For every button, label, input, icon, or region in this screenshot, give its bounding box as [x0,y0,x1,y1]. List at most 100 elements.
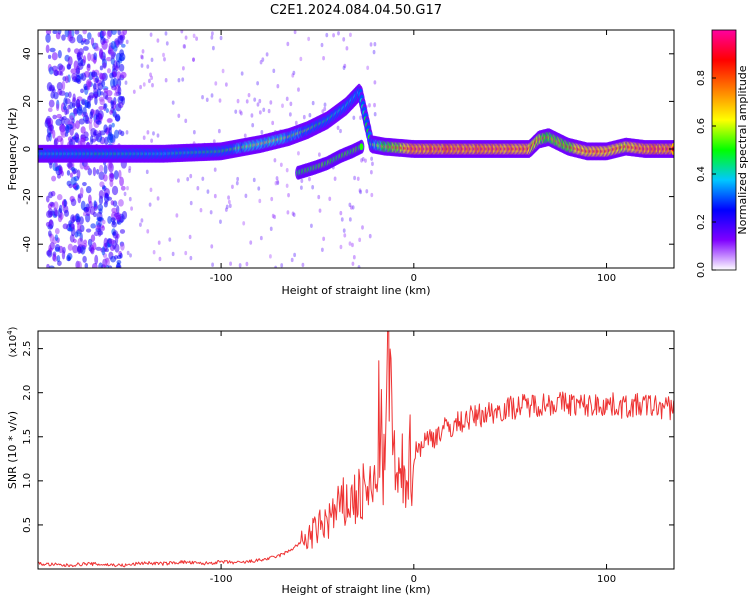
heatmap-speckle [181,66,185,71]
heatmap-speckle [47,203,53,210]
heatmap-speckle [92,242,97,251]
heatmap-speckle [149,187,153,193]
heatmap-speckle [107,132,113,141]
heatmap-speckle [175,213,179,218]
bottom-y-axis-label: SNR (10 * v/v) [6,411,19,489]
heatmap-speckle [81,99,85,106]
heatmap-speckle [184,35,188,40]
heatmap-speckle [141,49,145,54]
heatmap-speckle [104,192,109,199]
heatmap-speckle [95,224,100,230]
heatmap-speckle [120,185,126,191]
heatmap-speckle [66,170,71,176]
heatmap-speckle [47,107,53,113]
colorbar-tick-label: 0.6 [696,118,707,134]
y-tick-label: 0.5 [22,517,33,533]
heatmap-speckle [108,239,115,245]
heatmap-speckle [273,214,276,220]
heatmap-speckle [58,64,66,73]
heatmap-speckle [69,172,74,178]
heatmap-speckle [48,265,55,268]
heatmap-speckle [103,87,109,93]
y-multiplier-base: (x10 [8,335,19,358]
heatmap-speckle [61,80,66,91]
heatmap-speckle [219,219,222,224]
heatmap-speckle [358,237,362,243]
y-multiplier-label: (x104) [6,326,19,357]
heatmap-speckle [74,30,80,35]
heatmap-speckle [47,208,54,218]
heatmap-speckle [128,168,131,174]
heatmap-speckle [245,99,249,104]
heatmap-speckle [73,60,79,71]
heatmap-speckle [118,56,125,61]
heatmap-speckle [318,208,322,213]
heatmap-speckle [120,242,125,251]
heatmap-speckle [64,30,70,38]
heatmap-speckle [343,63,347,69]
heatmap-speckle [129,253,132,258]
heatmap-speckle [87,52,92,62]
heatmap-speckle [339,128,342,134]
heatmap-speckle [340,217,344,222]
heatmap-speckle [189,173,193,179]
heatmap-speckle [271,213,275,219]
snr-frame [37,330,675,570]
heatmap-speckle [85,185,92,194]
heatmap-speckle [75,213,80,221]
heatmap-speckle [245,261,249,267]
heatmap-speckle [79,187,84,196]
heatmap-speckle [98,72,103,80]
heatmap-speckle [366,65,370,71]
heatmap-speckle [328,196,332,202]
heatmap-speckle [112,63,116,71]
x-tick-label: -100 [210,273,233,284]
heatmap-speckle [53,91,59,100]
heatmap-speckle [348,202,352,208]
heatmap-speckle [55,32,61,40]
heatmap-speckle [56,82,63,91]
heatmap-speckle [276,180,280,186]
heatmap-speckle [370,192,374,198]
heatmap-speckle [48,191,53,199]
heatmap-speckle [118,199,124,207]
heatmap-speckle [98,48,104,58]
heatmap-speckle [54,228,60,235]
heatmap-speckle [177,178,180,183]
bottom-x-axis-label: Height of straight line (km) [281,583,430,596]
heatmap-speckle [110,217,116,223]
heatmap-speckle [111,207,118,214]
heatmap-speckle [76,261,82,268]
heatmap-speckle [279,162,283,167]
heatmap-speckle [113,170,119,180]
heatmap-speckle [258,198,262,204]
heatmap-speckle [47,132,52,138]
y-tick-label: -40 [22,236,33,252]
heatmap-speckle [201,95,204,100]
heatmap-speckle [118,169,122,179]
heatmap-speckle [148,202,152,207]
heatmap-speckle [192,33,196,39]
heatmap-speckle [320,247,324,253]
heatmap-speckle [107,49,112,54]
heatmap-speckle [140,63,144,68]
heatmap-speckle [150,57,154,63]
heatmap-speckle [274,265,278,268]
heatmap-speckle [124,80,128,85]
heatmap-speckle [107,68,111,74]
heatmap-speckle [163,57,166,62]
heatmap-speckle [70,68,77,74]
heatmap-speckle [69,115,74,121]
snr-panel: -100 0 100 0.5 1.0 1.5 2.0 2.5 Height of strai… [6,326,675,596]
heatmap-speckle [91,71,98,78]
heatmap-speckle [68,183,73,189]
heatmap-speckle [107,118,113,123]
heatmap-speckle [72,245,79,254]
heatmap-speckle [269,254,272,259]
heatmap-speckle [95,120,102,125]
heatmap-speckle [87,238,93,247]
heatmap-speckle [90,223,96,229]
heatmap-speckle [52,88,56,93]
heatmap-speckle [105,56,112,62]
heatmap-speckle [105,108,109,113]
